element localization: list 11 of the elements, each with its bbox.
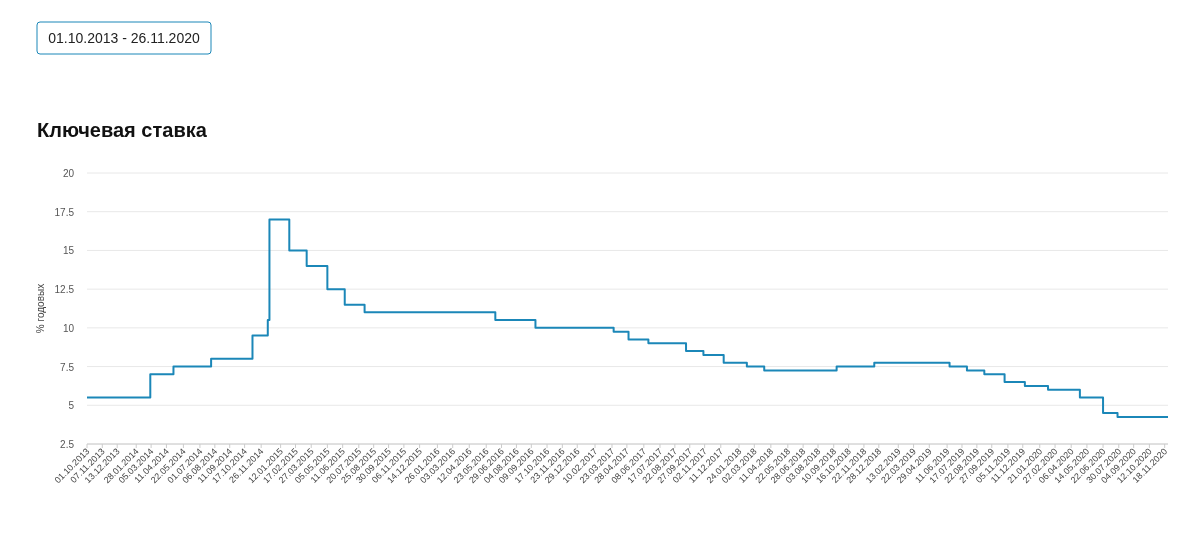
y-tick-label: 17.5 [54,206,75,218]
y-tick-label: 20 [62,168,75,179]
y-tick-label: 12.5 [54,284,75,296]
text: 01.10.2013 - 26.11.2020 [48,30,200,46]
y-tick-label: 5 [68,400,75,412]
y-tick-label: 7.5 [60,361,75,373]
chart-title: Ключевая ставка [37,119,208,141]
y-tick-label: 2.5 [60,439,75,450]
y-axis-title: % годовых [35,283,46,334]
y-tick-label: 10 [62,322,75,334]
y-tick-label: 15 [62,245,75,257]
